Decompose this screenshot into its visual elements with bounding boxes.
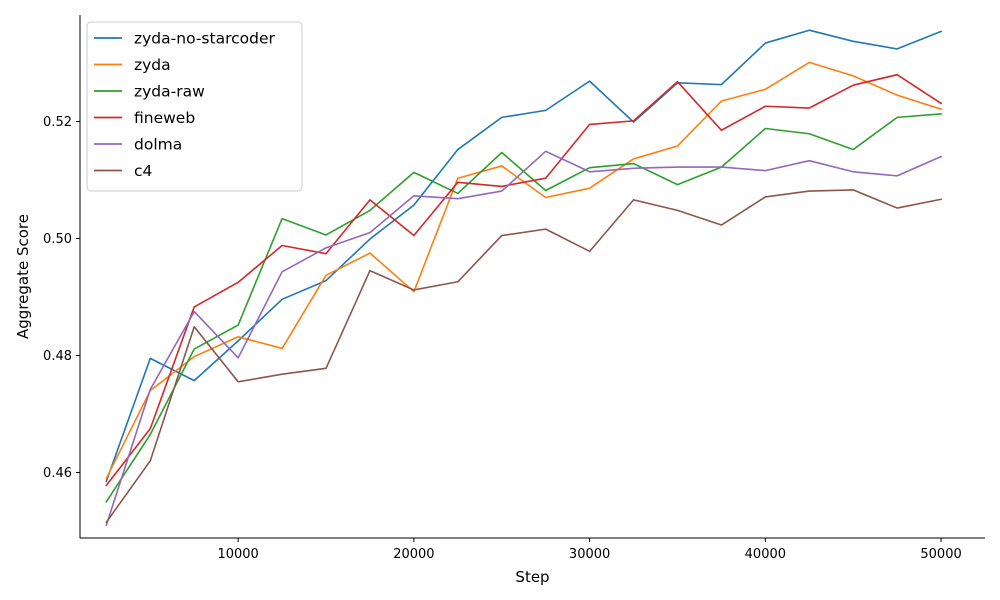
legend-label-fineweb: fineweb: [134, 109, 195, 127]
y-tick-label: 0.48: [43, 349, 72, 364]
legend: zyda-no-starcoder zyda zyda-raw fineweb dolm…: [86, 21, 303, 192]
legend-label-zyda-raw: zyda-raw: [134, 83, 205, 101]
axes: [79, 15, 985, 539]
legend-label-c4: c4: [134, 162, 152, 180]
y-tick-label: 0.46: [43, 466, 72, 481]
legend-label-zyda-no-starcoder: zyda-no-starcoder: [134, 30, 275, 48]
y-axis-label: Aggregate Score: [14, 214, 32, 339]
legend-label-dolma: dolma: [134, 136, 182, 154]
x-tick-label: 10000: [217, 547, 258, 562]
series-lines: [105, 29, 943, 527]
x-tick-label: 20000: [393, 547, 434, 562]
legend-label-zyda: zyda: [134, 56, 171, 74]
x-tick-label: 50000: [920, 547, 961, 562]
series-line-c4: [105, 189, 943, 524]
x-ticks: 10000 20000 30000 40000 50000: [217, 538, 962, 562]
x-tick-label: 40000: [745, 547, 786, 562]
x-axis-label: Step: [515, 568, 549, 586]
y-tick-label: 0.52: [43, 115, 72, 130]
x-tick-label: 30000: [569, 547, 610, 562]
y-tick-label: 0.50: [43, 232, 72, 247]
series-line-fineweb: [105, 73, 943, 487]
series-line-dolma: [105, 150, 943, 527]
series-line-zyda-no-starcoder: [105, 29, 943, 483]
legend-box: [86, 21, 303, 192]
y-ticks: 0.46 0.48 0.50 0.52: [43, 115, 80, 481]
